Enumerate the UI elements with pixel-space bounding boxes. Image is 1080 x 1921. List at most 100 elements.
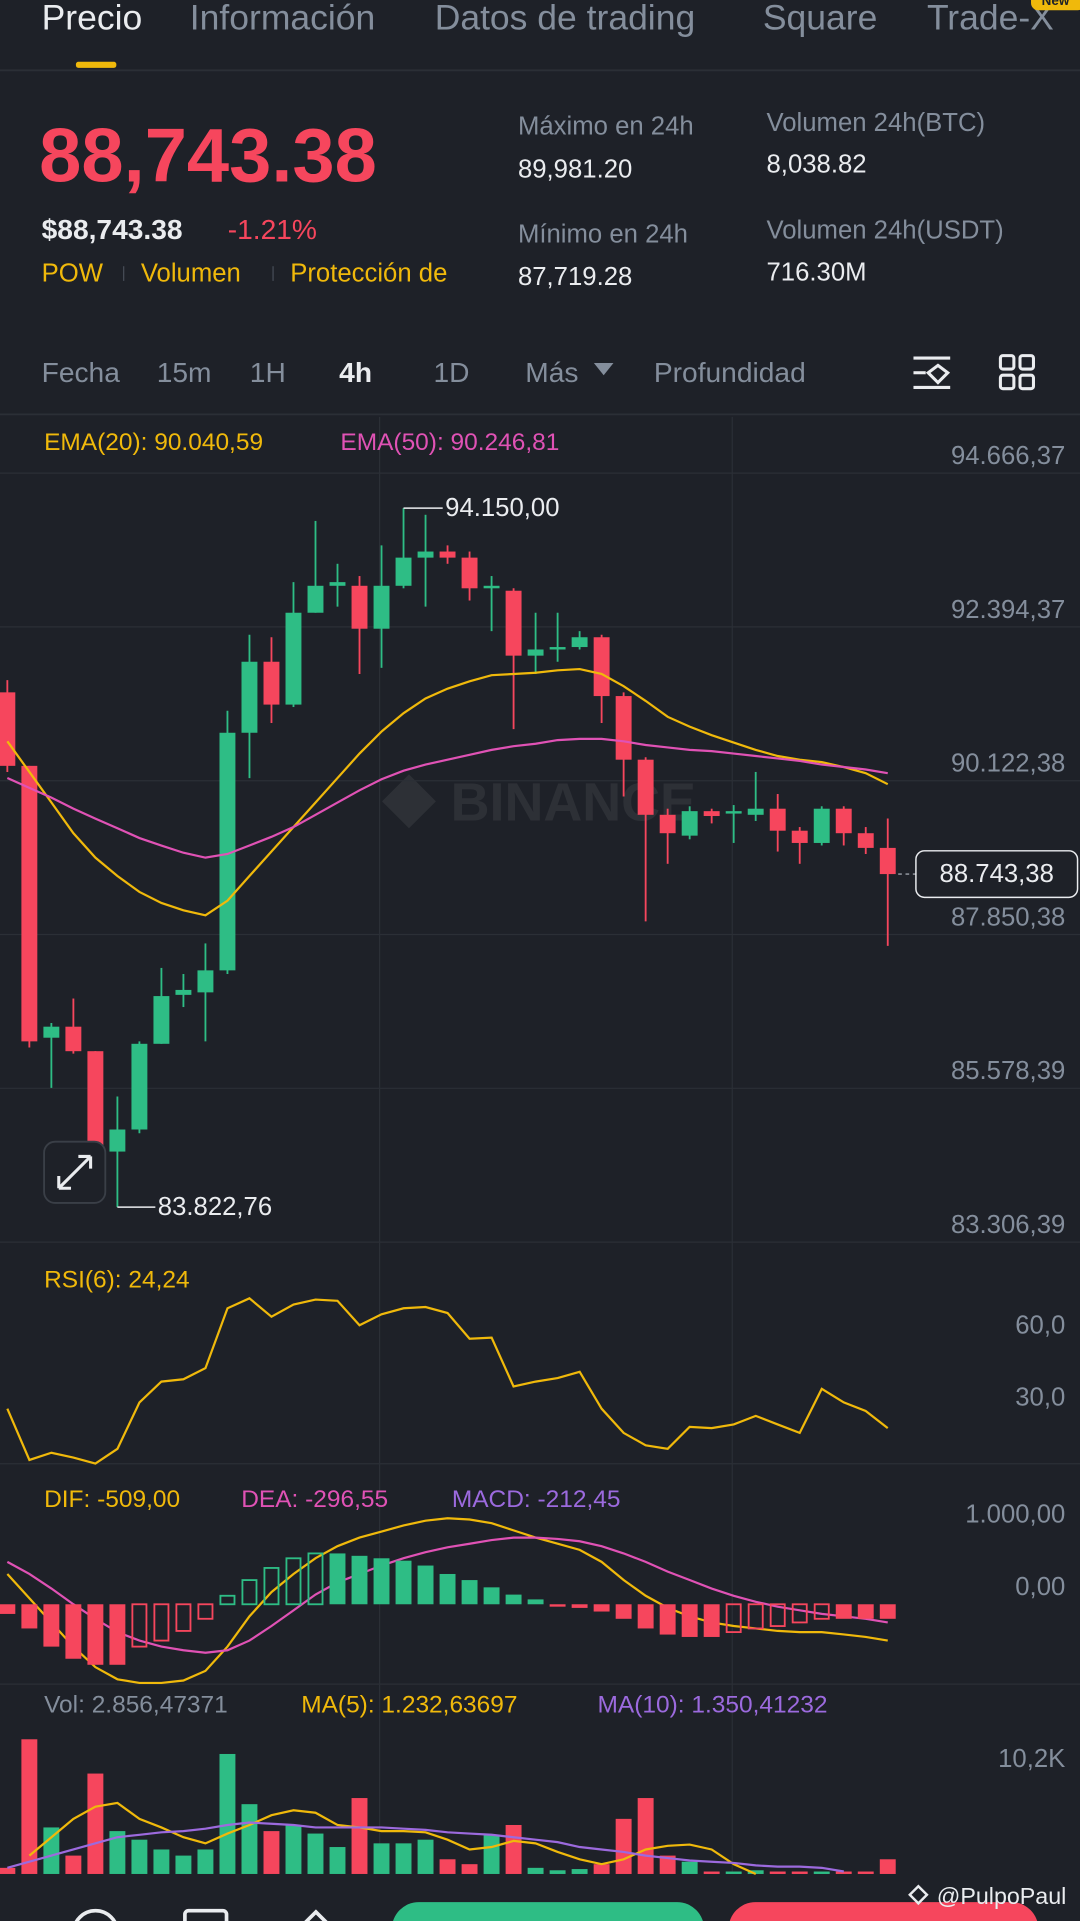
legend-label: MA(10): 1.350,41232 <box>598 1691 828 1718</box>
stat-value: 87,719.28 <box>518 263 632 291</box>
stat-value: 8,038.82 <box>767 151 867 179</box>
candle-body <box>153 996 170 1044</box>
plots: 94.666,37 92.394,37 90.122,38 87.850,38 85.5… <box>0 429 1080 1875</box>
candle-body <box>109 1129 126 1152</box>
macd-bar <box>483 1587 500 1605</box>
macd-bar <box>417 1565 434 1605</box>
indicator-icon[interactable] <box>913 356 951 389</box>
volume-bar <box>219 1753 236 1874</box>
macd-bar <box>175 1603 192 1632</box>
volume-bar <box>659 1855 676 1874</box>
y-tick-label: 87.850,38 <box>951 903 1065 931</box>
timeframe[interactable]: 15m <box>157 357 212 388</box>
candle-body <box>791 830 808 843</box>
y-tick-label: 94.666,37 <box>951 442 1065 470</box>
nav-icon[interactable] <box>183 1908 229 1921</box>
last-price-tag <box>915 850 1079 899</box>
candle-body <box>483 585 500 589</box>
timeframe[interactable]: 1D <box>433 357 469 388</box>
y-tick-label: 90.122,38 <box>951 750 1065 778</box>
volume-bar <box>43 1827 60 1874</box>
macd-bar <box>0 1604 16 1614</box>
candle-body <box>417 551 434 558</box>
tab[interactable]: Datos de trading <box>435 0 695 38</box>
candle-body <box>769 808 786 831</box>
macd-bar <box>329 1553 346 1605</box>
timeframe[interactable]: Profundidad <box>654 357 806 388</box>
volume-bar <box>351 1798 368 1874</box>
macd-bar <box>637 1604 654 1629</box>
volume-bar <box>241 1804 258 1874</box>
stat-label: Máximo en 24h <box>518 113 694 141</box>
tag[interactable]: POW <box>42 260 104 288</box>
volume-bar <box>527 1867 544 1874</box>
credit-icon <box>908 1884 929 1906</box>
candle-body <box>681 811 698 836</box>
volume-bar <box>417 1839 434 1874</box>
macd-bar <box>527 1599 544 1605</box>
candle-body <box>285 612 302 705</box>
nav-icon[interactable] <box>73 1908 117 1921</box>
stat-label: Volumen 24h(BTC) <box>767 109 986 137</box>
macd-bar <box>725 1603 742 1634</box>
expand-button[interactable] <box>43 1140 107 1204</box>
candle-body <box>0 692 16 766</box>
candle-body <box>637 759 654 815</box>
macd-bar <box>747 1603 764 1630</box>
volume-bar <box>373 1843 390 1874</box>
candle-body <box>219 732 236 971</box>
stat-label: Volumen 24h(USDT) <box>767 217 1004 245</box>
volume-bar <box>615 1818 632 1874</box>
candle-body <box>813 808 830 843</box>
macd-bar <box>461 1580 478 1605</box>
fiat-price: $88,743.38 <box>42 214 183 245</box>
timeframe[interactable]: Fecha <box>42 357 121 388</box>
volume-bar <box>505 1824 522 1874</box>
volume-bar <box>439 1859 456 1874</box>
timeframe[interactable]: 1H <box>250 357 286 388</box>
candle-body <box>879 847 896 875</box>
buy-button[interactable] <box>392 1902 704 1921</box>
indicator-line <box>6 1297 889 1465</box>
volume-bar <box>725 1871 742 1874</box>
tab[interactable]: Información <box>190 0 375 38</box>
candle-body <box>725 811 742 814</box>
volume-bar <box>307 1833 324 1874</box>
tag[interactable]: Protección de <box>290 260 447 288</box>
tag[interactable]: Volumen <box>141 260 241 288</box>
legend-label: MA(5): 1.232,63697 <box>301 1691 517 1718</box>
candle-body <box>703 811 720 817</box>
candle-body <box>395 557 412 586</box>
stat-value: 89,981.20 <box>518 155 632 183</box>
sell-button[interactable] <box>729 1902 1039 1921</box>
nav-icon[interactable] <box>299 1909 333 1921</box>
macd-bar <box>659 1604 676 1635</box>
layout-icon[interactable] <box>998 354 1035 391</box>
legend-label: EMA(20): 90.040,59 <box>44 429 263 456</box>
candle-body <box>615 696 632 760</box>
candle-body <box>549 647 566 650</box>
volume-bar <box>571 1869 588 1874</box>
bottom-bar: @PulpoPaul <box>73 1883 1066 1921</box>
volume-bar <box>329 1847 346 1874</box>
macd-bar <box>87 1604 104 1665</box>
volume-bar <box>263 1831 280 1874</box>
candle-body <box>329 582 346 586</box>
tab[interactable]: Precio <box>42 0 143 38</box>
y-tick-label: 83.306,39 <box>951 1211 1065 1239</box>
macd-bar <box>791 1603 808 1624</box>
macd-bar <box>439 1573 456 1605</box>
volume-bar <box>747 1870 764 1874</box>
timeframe-active[interactable]: 4h <box>339 357 372 388</box>
candle-body <box>65 1026 82 1052</box>
timeframe[interactable]: Más <box>525 357 578 388</box>
candle-body <box>197 970 214 993</box>
macd-bar <box>395 1560 412 1605</box>
badge <box>1031 0 1080 11</box>
tab[interactable]: Square <box>763 0 877 38</box>
watermark: BINANCE <box>382 773 696 833</box>
macd-bar <box>615 1604 632 1619</box>
candle-body <box>461 557 478 589</box>
volume-bar <box>769 1871 786 1874</box>
